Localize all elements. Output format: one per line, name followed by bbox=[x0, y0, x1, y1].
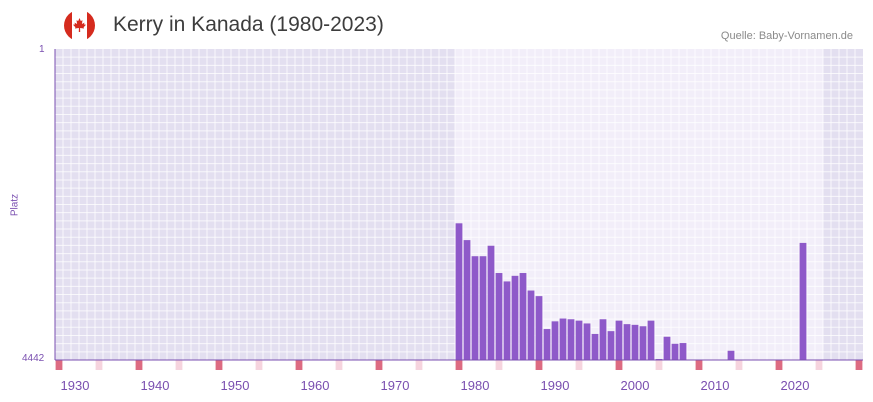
bar-1993 bbox=[575, 320, 583, 360]
decade-marker-1958 bbox=[295, 360, 303, 370]
x-tick-1980: 1980 bbox=[461, 378, 490, 393]
half-decade-marker-2013 bbox=[735, 360, 743, 370]
x-tick-2010: 2010 bbox=[701, 378, 730, 393]
decade-marker-1988 bbox=[535, 360, 543, 370]
bar-1987 bbox=[527, 290, 535, 360]
decade-marker-1998 bbox=[615, 360, 623, 370]
half-decade-marker-1993 bbox=[575, 360, 583, 370]
bar-2005 bbox=[671, 343, 679, 360]
bar-1979 bbox=[463, 240, 471, 360]
bar-1989 bbox=[543, 329, 551, 360]
bar-1986 bbox=[519, 273, 527, 360]
decade-marker-1938 bbox=[135, 360, 143, 370]
x-tick-1970: 1970 bbox=[381, 378, 410, 393]
bar-1998 bbox=[615, 320, 623, 360]
bar-1994 bbox=[583, 323, 591, 360]
x-tick-2020: 2020 bbox=[781, 378, 810, 393]
y-tick-top: 1 bbox=[39, 44, 45, 55]
bar-1978 bbox=[455, 223, 463, 360]
decade-markers bbox=[55, 360, 863, 370]
x-tick-1940: 1940 bbox=[141, 378, 170, 393]
bar-1988 bbox=[535, 296, 543, 360]
decade-marker-1948 bbox=[215, 360, 223, 370]
decade-marker-2018 bbox=[775, 360, 783, 370]
half-decade-marker-1953 bbox=[255, 360, 263, 370]
bar-1997 bbox=[607, 331, 615, 360]
bar-1985 bbox=[511, 275, 519, 360]
bar-1995 bbox=[591, 333, 599, 360]
decade-marker-2028 bbox=[855, 360, 863, 370]
half-decade-marker-1963 bbox=[335, 360, 343, 370]
x-tick-1990: 1990 bbox=[541, 378, 570, 393]
half-decade-marker-1973 bbox=[415, 360, 423, 370]
bar-1983 bbox=[495, 273, 503, 360]
decade-marker-2008 bbox=[695, 360, 703, 370]
bar-2012 bbox=[727, 350, 735, 360]
canada-flag-icon bbox=[64, 10, 95, 41]
bar-1982 bbox=[487, 245, 495, 360]
decade-marker-1978 bbox=[455, 360, 463, 370]
bar-2002 bbox=[647, 320, 655, 360]
bar-1980 bbox=[471, 256, 479, 360]
bar-2006 bbox=[679, 343, 687, 360]
half-decade-marker-1943 bbox=[175, 360, 183, 370]
chart-title: Kerry in Kanada (1980-2023) bbox=[113, 13, 384, 36]
bar-2000 bbox=[631, 324, 639, 360]
x-tick-2000: 2000 bbox=[621, 378, 650, 393]
source-credit[interactable]: Quelle: Baby-Vornamen.de bbox=[720, 30, 853, 42]
bar-1992 bbox=[567, 319, 575, 360]
x-tick-1930: 1930 bbox=[61, 378, 90, 393]
bar-1999 bbox=[623, 324, 631, 360]
bar-1984 bbox=[503, 281, 511, 360]
x-tick-labels: 1930 1940 1950 1960 1970 1980 1990 2000 2010 2020 bbox=[61, 378, 810, 393]
bar-1981 bbox=[479, 256, 487, 360]
half-decade-marker-2023 bbox=[815, 360, 823, 370]
half-decade-marker-2003 bbox=[655, 360, 663, 370]
bar-1996 bbox=[599, 319, 607, 360]
bar-1991 bbox=[559, 318, 567, 360]
plot-axes bbox=[54, 49, 863, 361]
bar-1990 bbox=[551, 321, 559, 360]
half-decade-marker-1933 bbox=[95, 360, 103, 370]
bar-2004 bbox=[663, 336, 671, 360]
decade-marker-1968 bbox=[375, 360, 383, 370]
x-tick-1950: 1950 bbox=[221, 378, 250, 393]
bar-2021 bbox=[799, 242, 807, 360]
bar-2001 bbox=[639, 326, 647, 360]
y-tick-bottom: 4442 bbox=[22, 353, 45, 364]
decade-marker-1928 bbox=[55, 360, 63, 370]
x-tick-1960: 1960 bbox=[301, 378, 330, 393]
half-decade-marker-1983 bbox=[495, 360, 503, 370]
bar-series bbox=[455, 223, 807, 360]
